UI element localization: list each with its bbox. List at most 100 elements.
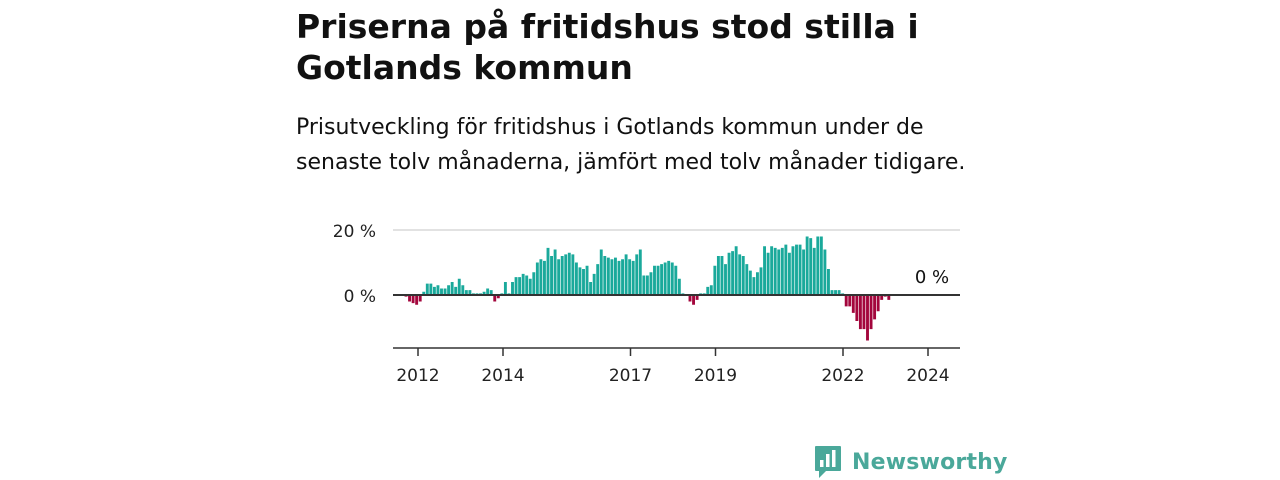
bar xyxy=(539,259,543,295)
x-tick-label: 2012 xyxy=(396,366,439,386)
bar xyxy=(748,270,752,295)
bar xyxy=(418,295,422,302)
bar xyxy=(606,257,610,295)
bar xyxy=(720,256,724,295)
bar xyxy=(787,252,791,295)
bar xyxy=(617,260,621,295)
chart-header: Priserna på fritidshus stod stilla i Got… xyxy=(296,6,986,180)
bar xyxy=(532,272,536,295)
bar xyxy=(589,282,593,295)
bar xyxy=(514,277,518,295)
bar xyxy=(802,249,806,295)
bar xyxy=(624,254,628,295)
bar xyxy=(724,264,727,295)
bar xyxy=(628,259,632,295)
bar xyxy=(716,256,720,295)
bar xyxy=(791,246,795,295)
bar xyxy=(844,295,848,307)
bar xyxy=(731,251,735,295)
bar xyxy=(447,285,451,295)
bar xyxy=(770,246,774,295)
bar xyxy=(550,256,553,295)
bar xyxy=(436,285,440,295)
bar xyxy=(887,295,891,300)
bar xyxy=(596,264,600,295)
bar xyxy=(408,295,411,302)
bar xyxy=(493,295,497,302)
bar xyxy=(603,256,607,295)
bar xyxy=(805,236,809,295)
chart-subtitle: Prisutveckling för fritidshus i Gotlands… xyxy=(296,115,966,175)
bar xyxy=(880,295,884,300)
bar xyxy=(759,267,763,295)
bar xyxy=(482,291,486,295)
bar xyxy=(784,244,788,295)
bar xyxy=(848,295,852,307)
bar xyxy=(734,246,738,295)
bar xyxy=(496,295,500,299)
newsworthy-logo-icon xyxy=(815,446,841,478)
bar xyxy=(780,247,784,295)
bar xyxy=(621,259,624,295)
bar xyxy=(422,291,426,295)
bar xyxy=(411,295,415,304)
bar xyxy=(571,254,575,295)
bar xyxy=(674,265,678,295)
x-tick-label: 2019 xyxy=(694,366,737,386)
bar xyxy=(599,249,603,295)
bar xyxy=(521,273,525,295)
bar xyxy=(486,288,490,295)
bar xyxy=(688,295,692,302)
chart-title: Priserna på fritidshus stod stilla i Got… xyxy=(296,7,919,87)
bar xyxy=(454,286,458,295)
bar xyxy=(706,286,710,295)
bar xyxy=(876,295,880,312)
bar xyxy=(752,277,756,295)
bar xyxy=(727,252,731,295)
bar xyxy=(795,244,798,295)
bar xyxy=(518,277,522,295)
bar xyxy=(489,290,493,295)
x-tick-label: 2022 xyxy=(821,366,864,386)
brand: Newsworthy xyxy=(814,445,1008,479)
bar xyxy=(610,259,614,295)
bar xyxy=(525,275,529,295)
bar xyxy=(738,254,742,295)
bar xyxy=(851,295,855,313)
bar xyxy=(553,249,557,295)
bar xyxy=(574,262,578,295)
bar xyxy=(809,238,813,295)
bar xyxy=(582,269,585,295)
bar xyxy=(461,285,465,295)
bar xyxy=(638,249,642,295)
bar xyxy=(656,265,660,295)
bar xyxy=(535,262,539,295)
bar xyxy=(692,295,695,305)
bar xyxy=(528,278,532,295)
bar xyxy=(450,282,454,295)
bar xyxy=(837,290,841,295)
bar xyxy=(614,257,617,295)
bar xyxy=(827,269,830,295)
x-tick-label: 2024 xyxy=(906,366,949,386)
bar xyxy=(631,260,635,295)
bar xyxy=(642,275,646,295)
bar xyxy=(443,288,447,295)
bar xyxy=(773,247,777,295)
bar xyxy=(873,295,877,320)
y-tick-label: 0 % xyxy=(344,287,376,307)
bar xyxy=(564,254,568,295)
bar xyxy=(546,247,550,295)
bar xyxy=(763,246,766,295)
latest-value-annotation: 0 % xyxy=(915,267,949,288)
bar xyxy=(816,236,820,295)
bar xyxy=(819,236,823,295)
bar xyxy=(777,249,781,295)
x-tick-label: 2017 xyxy=(609,366,652,386)
bar xyxy=(635,254,639,295)
bar xyxy=(429,283,433,295)
bar xyxy=(812,247,816,295)
axis-layer: 20 % 0 % 2012 2014 2017 2019 2022 2024 0 % xyxy=(333,222,960,386)
bar xyxy=(695,295,699,300)
bar xyxy=(663,262,667,295)
